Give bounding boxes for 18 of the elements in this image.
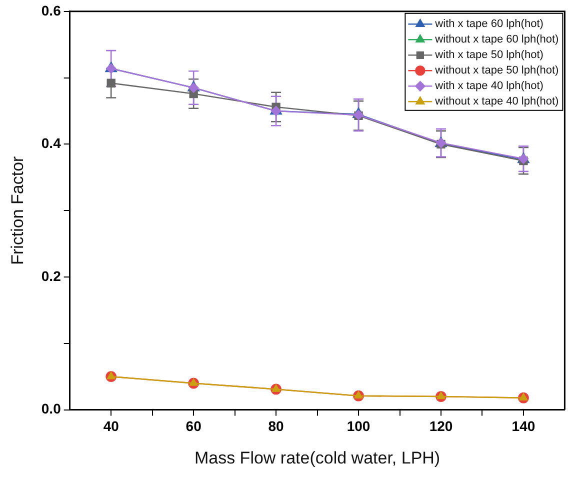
y-axis-title: Friction Factor [8,156,27,265]
legend-label: without x tape 60 lph(hot) [434,34,559,46]
x-tick-label: 40 [103,418,120,434]
y-tick-label: 0.6 [41,2,62,18]
x-tick-label: 120 [429,418,453,434]
y-tick-label: 0.0 [41,400,62,417]
x-tick-label: 80 [268,418,284,434]
x-axis-title: Mass Flow rate(cold water, LPH) [194,448,440,468]
legend-label: with x tape 40 lph(hot) [434,80,544,92]
y-tick-label: 0.4 [41,135,62,152]
legend-label: without x tape 50 lph(hot) [434,64,559,77]
x-tick-label: 140 [512,418,536,434]
y-tick-label: 0.2 [41,268,62,284]
legend-label: with x tape 60 lph(hot) [434,18,544,30]
legend-label: without x tape 40 lph(hot) [434,96,559,108]
x-tick-label: 100 [346,418,370,434]
x-tick-label: 60 [186,418,202,434]
legend-label: with x tape 50 lph(hot) [434,49,544,62]
